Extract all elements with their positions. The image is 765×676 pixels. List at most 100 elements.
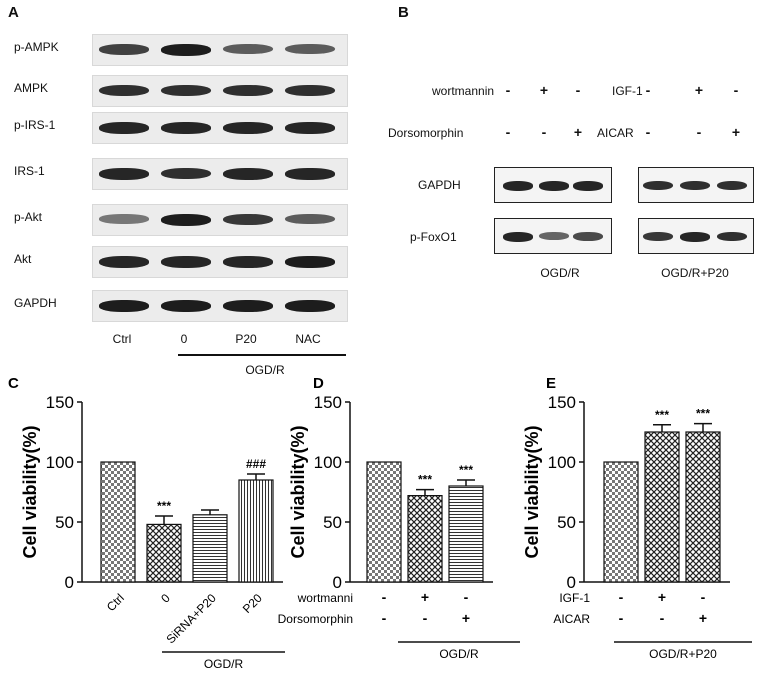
treatment-label: IGF-1 — [559, 591, 590, 605]
treatment-sign: - — [733, 82, 739, 98]
treatment-sign: - — [382, 589, 387, 605]
y-axis-label: Cell viability(%) — [522, 425, 542, 558]
treatment-sign: - — [619, 610, 624, 626]
western-blot-band — [223, 85, 273, 97]
treatment-label: AICAR — [553, 612, 590, 626]
category-label: SiRNA+P20 — [163, 591, 219, 647]
bar — [100, 461, 136, 583]
western-blot-band — [503, 232, 533, 242]
panel-letter: D — [313, 375, 324, 392]
western-blot-band — [99, 214, 149, 224]
significance-label: *** — [157, 499, 171, 513]
panel-b-blot-label-gapdh: GAPDH — [418, 178, 461, 192]
western-blot-band — [99, 256, 149, 268]
panel-b-blot-label-pfoxo1: p-FoxO1 — [410, 230, 457, 244]
panel-a-row-label: Akt — [14, 252, 32, 266]
panel-a-blot-strip — [92, 204, 348, 236]
western-blot-band — [161, 85, 211, 97]
significance-label: *** — [655, 408, 669, 422]
panel-b-treatment-label-4: AICAR — [597, 126, 634, 140]
y-tick-label: 150 — [548, 393, 576, 412]
western-blot-band — [680, 232, 710, 242]
y-axis-label: Cell viability(%) — [288, 425, 308, 558]
bar — [146, 523, 182, 583]
panel-b-treatment-label-2: Dorsomorphin — [388, 126, 464, 140]
panel-letter: C — [8, 375, 19, 392]
western-blot-band — [573, 181, 603, 191]
western-blot-band — [161, 214, 211, 226]
bar — [192, 514, 228, 583]
western-blot-band — [503, 181, 533, 191]
treatment-sign: + — [731, 124, 741, 140]
y-tick-label: 50 — [55, 513, 74, 532]
y-axis-label: Cell viability(%) — [20, 425, 40, 558]
chart-e: E 0 50 100 150 Cell viability(%) *** *** IGF-1 - +… — [522, 375, 752, 661]
western-blot-band — [285, 85, 335, 97]
significance-label: *** — [459, 463, 473, 477]
western-blot-band — [223, 44, 273, 55]
category-label: Ctrl — [104, 591, 127, 614]
group-label: OGD/R — [204, 657, 244, 671]
treatment-sign: - — [505, 82, 511, 98]
treatment-label: wortmanni — [297, 591, 353, 605]
panel-b-group-left: OGD/R — [540, 266, 580, 280]
panel-a-row-label: p-AMPK — [14, 40, 59, 54]
significance-label: *** — [418, 473, 432, 487]
western-blot-band — [643, 232, 673, 242]
western-blot-band — [285, 44, 335, 55]
category-label: 0 — [158, 591, 173, 606]
western-blot-band — [161, 122, 211, 134]
panel-b-blot-box — [638, 167, 754, 203]
bar — [407, 495, 443, 583]
treatment-sign: + — [573, 124, 583, 140]
panel-b-letter: B — [398, 4, 409, 21]
significance-label: ### — [246, 457, 266, 471]
bar — [448, 485, 484, 583]
panel-b-blot-box — [638, 218, 754, 254]
significance-label: *** — [696, 407, 710, 421]
western-blot-band — [99, 44, 149, 55]
panel-b-group-right: OGD/R+P20 — [661, 266, 729, 280]
panel-a-blot-strip — [92, 246, 348, 278]
western-blot-band — [161, 44, 211, 56]
bar — [366, 461, 402, 583]
treatment-sign: - — [645, 124, 651, 140]
panel-a-lane-label: Ctrl — [112, 332, 132, 346]
western-blot-band — [161, 168, 211, 180]
panel-a-row-label: p-IRS-1 — [14, 118, 56, 132]
treatment-sign: - — [423, 610, 428, 626]
western-blot-band — [223, 122, 273, 134]
panel-b-blot-box — [494, 167, 612, 203]
panel-a-lane-label: NAC — [295, 332, 321, 346]
panel-b-blot-box — [494, 218, 612, 254]
treatment-sign: + — [699, 610, 707, 626]
treatment-sign: + — [421, 589, 429, 605]
treatment-sign: - — [701, 589, 706, 605]
bar — [238, 479, 274, 583]
western-blot-band — [223, 214, 273, 226]
panel-a-blot-strip — [92, 112, 348, 144]
western-blot-band — [680, 181, 710, 191]
western-blot-band — [539, 232, 569, 241]
panel-a-group-label: OGD/R — [245, 363, 285, 377]
treatment-sign: + — [462, 610, 470, 626]
panel-b-treatment-label-3: IGF-1 — [612, 84, 643, 98]
y-tick-label: 0 — [65, 573, 74, 592]
western-blot-band — [99, 300, 149, 312]
western-blot-band — [99, 85, 149, 97]
treatment-sign: - — [645, 82, 651, 98]
y-tick-label: 100 — [548, 453, 576, 472]
treatment-sign: - — [696, 124, 702, 140]
western-blot-band — [161, 300, 211, 312]
western-blot-band — [285, 168, 335, 180]
bar — [685, 431, 721, 583]
western-blot-band — [223, 168, 273, 180]
bar — [603, 461, 639, 583]
y-tick-label: 50 — [323, 513, 342, 532]
treatment-sign: + — [658, 589, 666, 605]
y-tick-label: 50 — [557, 513, 576, 532]
panel-a-blot-strip — [92, 290, 348, 322]
treatment-sign: - — [382, 610, 387, 626]
panel-letter: E — [546, 375, 556, 392]
